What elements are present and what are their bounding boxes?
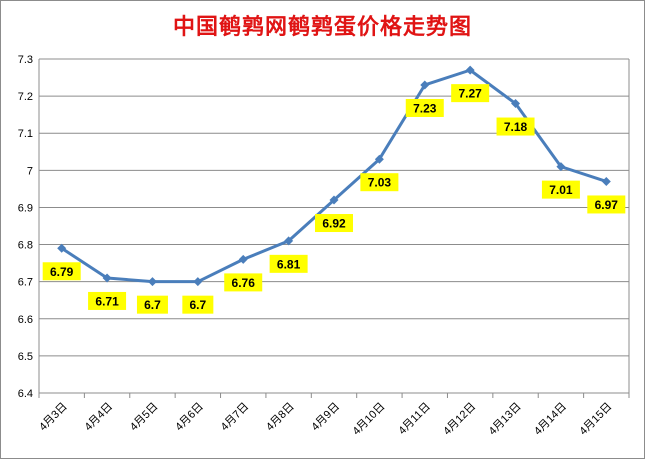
data-point-marker	[511, 99, 521, 109]
data-labels: 6.79 6.71 6.7 6.7 6.76 6.81 6.92 7.03 7.23 7.27 7.…	[42, 84, 626, 314]
x-tick-label: 4月9日	[309, 401, 342, 434]
y-tick-label: 6.6	[18, 314, 33, 326]
data-label: 6.92	[322, 217, 346, 231]
data-label: 6.81	[277, 257, 301, 271]
data-point-marker	[374, 154, 384, 164]
data-label: 6.71	[95, 294, 119, 308]
data-label: 7.23	[413, 101, 437, 115]
data-label-bg	[360, 173, 399, 192]
y-tick-label: 7.3	[18, 54, 33, 66]
data-label: 6.7	[190, 298, 207, 312]
y-tick-label: 7	[27, 165, 33, 177]
y-tick-label: 7.1	[18, 128, 33, 140]
data-point-marker	[57, 243, 67, 253]
x-tick-label: 4月4日	[82, 401, 115, 434]
data-label: 7.18	[504, 120, 528, 134]
series-line	[57, 65, 611, 287]
data-label-bg	[224, 273, 263, 292]
data-point-marker	[556, 162, 566, 172]
y-tick-label: 6.5	[18, 351, 33, 363]
chart-title: 中国鹌鹑网鹌鹑蛋价格走势图	[172, 14, 472, 40]
data-label-bg	[405, 98, 444, 117]
data-label: 6.79	[50, 265, 74, 279]
x-tick-label: 4月5日	[128, 401, 161, 434]
data-point-marker	[284, 236, 294, 246]
data-label-bg	[587, 195, 626, 214]
x-tick-label: 4月13日	[487, 401, 524, 438]
data-label-bg	[315, 214, 353, 233]
data-label-bg	[541, 180, 580, 199]
data-label-bg	[451, 84, 490, 103]
x-tick-label: 4月3日	[37, 401, 70, 434]
data-label: 7.03	[368, 176, 392, 190]
series-polyline	[60, 68, 607, 284]
data-label: 6.97	[595, 198, 619, 212]
data-point-marker	[102, 273, 112, 283]
x-tick-label: 4月8日	[264, 401, 297, 434]
data-label: 6.76	[232, 276, 256, 290]
data-point-marker	[329, 195, 339, 205]
data-label: 7.01	[549, 183, 573, 197]
x-tick-label: 4月11日	[396, 401, 432, 437]
data-point-marker	[147, 277, 157, 287]
y-tick-label: 6.8	[18, 240, 33, 252]
data-label-bg	[88, 291, 127, 310]
x-tick-label: 4月12日	[441, 401, 478, 438]
data-label: 6.7	[144, 298, 161, 312]
x-tick-label: 4月15日	[577, 401, 614, 438]
x-axis-ticks: 4月3日 4月4日 4月5日 4月6日 4月7日 4月8日 4月9日 4月10日 4月11日 4月…	[37, 393, 630, 438]
data-label: 7.27	[458, 87, 482, 101]
x-tick-label: 4月10日	[350, 401, 387, 438]
data-label-bg	[42, 262, 81, 281]
y-tick-label: 7.2	[18, 91, 33, 103]
data-point-marker	[465, 65, 475, 75]
data-label-bg	[182, 295, 214, 314]
y-tick-label: 6.9	[18, 202, 33, 214]
data-label-bg	[136, 295, 168, 314]
data-point-marker	[193, 277, 203, 287]
x-tick-label: 4月6日	[173, 401, 206, 434]
x-tick-label: 4月7日	[219, 401, 252, 434]
y-tick-label: 6.7	[18, 277, 33, 289]
y-tick-label: 6.4	[18, 388, 33, 400]
data-point-marker	[420, 80, 430, 90]
x-tick-label: 4月14日	[532, 401, 569, 438]
data-label-bg	[269, 254, 308, 273]
grid-lines	[38, 58, 630, 394]
data-point-marker	[601, 176, 611, 186]
y-axis-ticks: 6.4 6.5 6.6 6.7 6.8 6.9 7 7.1 7.2 7.3	[18, 54, 33, 400]
data-label-bg	[496, 117, 535, 136]
data-point-marker	[238, 254, 248, 264]
